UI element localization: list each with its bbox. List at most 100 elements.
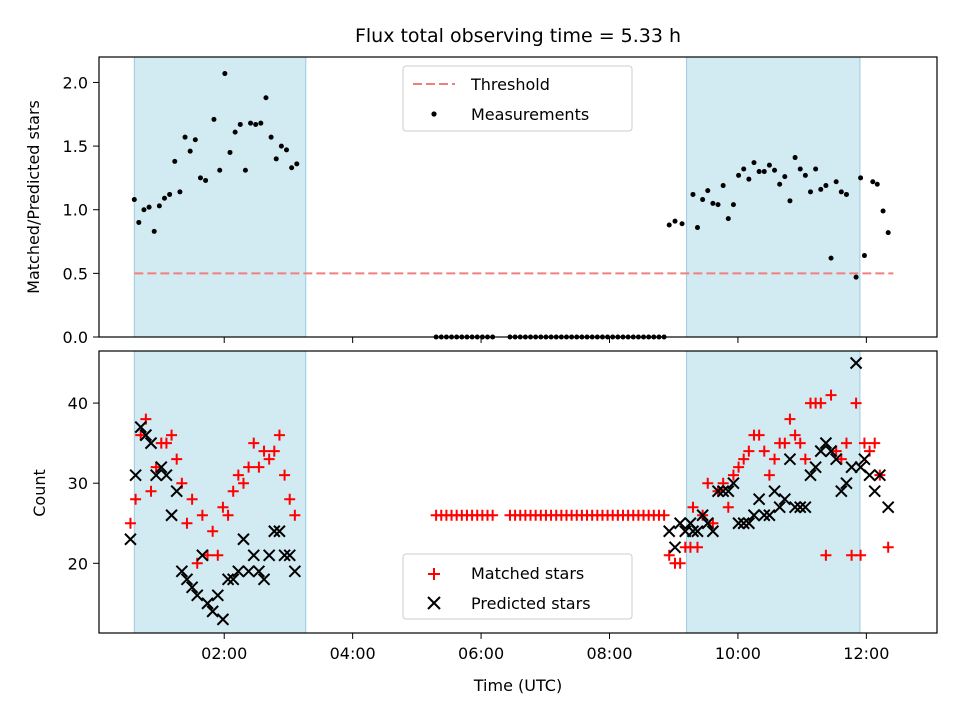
y-axis-label-count: Count — [30, 469, 49, 517]
data-point — [758, 509, 771, 522]
data-point — [145, 485, 157, 497]
data-point — [294, 161, 300, 167]
y-tick-label: 30 — [68, 474, 88, 493]
x-tick-label: 10:00 — [715, 644, 761, 663]
data-point — [258, 120, 264, 126]
data-point — [211, 589, 225, 602]
data-point — [248, 437, 260, 449]
chart-title: Flux total observing time = 5.33 h — [355, 25, 681, 47]
data-point — [248, 120, 254, 126]
data-point — [694, 225, 700, 231]
data-point — [829, 452, 843, 466]
count-panel-axes: 20 30 40 02:00 04:00 06:00 08:00 10:00 12:00 — [68, 350, 938, 663]
data-point — [663, 525, 676, 538]
data-point — [202, 549, 214, 561]
data-point — [797, 166, 803, 172]
x-axis-label: Time (UTC) — [473, 676, 562, 695]
data-point — [278, 549, 291, 562]
data-point — [885, 230, 891, 236]
data-point — [146, 204, 152, 210]
data-point — [813, 166, 819, 172]
data-point — [253, 461, 265, 473]
legend-matched-swatch — [428, 568, 440, 580]
data-point — [289, 509, 301, 521]
data-point — [268, 525, 281, 538]
data-point — [870, 179, 876, 185]
data-point — [268, 134, 274, 140]
data-point — [227, 149, 233, 155]
data-point — [747, 509, 761, 522]
data-point — [725, 216, 731, 222]
data-point — [873, 468, 887, 482]
data-point — [192, 137, 198, 143]
data-point — [788, 501, 802, 514]
data-point — [252, 565, 266, 578]
data-point — [227, 573, 240, 586]
data-point — [833, 179, 839, 185]
y-tick-label: 0.0 — [63, 328, 88, 347]
data-point — [835, 453, 847, 465]
legend-frame — [402, 553, 633, 620]
data-point — [273, 525, 286, 538]
data-point — [175, 565, 189, 578]
data-point — [263, 453, 275, 465]
data-point — [845, 460, 858, 474]
data-point — [172, 158, 178, 164]
data-point — [711, 484, 725, 498]
data-point — [211, 116, 217, 122]
data-point — [738, 453, 750, 465]
data-point — [758, 445, 770, 457]
y-axis-label-ratio: Matched/Predicted stars — [24, 100, 43, 294]
data-point — [134, 420, 147, 434]
data-point — [130, 493, 142, 505]
data-point — [814, 444, 827, 458]
data-point — [227, 485, 239, 497]
data-point — [732, 517, 745, 530]
data-point — [167, 191, 173, 197]
data-point — [160, 437, 172, 449]
data-point — [794, 501, 807, 514]
data-point — [150, 461, 162, 473]
data-point — [743, 445, 755, 457]
data-point — [858, 437, 870, 449]
data-point — [752, 493, 766, 506]
data-point — [799, 453, 811, 465]
data-point — [283, 549, 296, 562]
data-point — [197, 175, 203, 181]
data-point — [741, 166, 747, 172]
data-point — [874, 181, 880, 187]
data-point — [742, 517, 756, 530]
data-point — [715, 202, 721, 208]
legend-predicted-swatch — [427, 596, 441, 610]
data-point — [835, 484, 848, 498]
data-point — [217, 501, 229, 513]
y-tick-label: 20 — [68, 554, 88, 573]
data-point — [129, 468, 142, 482]
data-point — [139, 428, 153, 442]
data-point — [161, 195, 167, 201]
data-point — [156, 203, 162, 209]
data-point — [124, 533, 137, 546]
data-point — [794, 437, 806, 449]
data-point — [706, 525, 720, 538]
data-point — [705, 188, 711, 194]
data-point — [720, 183, 726, 189]
data-point — [863, 468, 876, 482]
data-point — [262, 549, 276, 562]
data-point — [221, 573, 235, 586]
data-point — [131, 197, 137, 203]
data-point — [201, 597, 214, 610]
data-point — [155, 460, 168, 474]
data-point — [284, 147, 290, 153]
data-point — [804, 468, 817, 482]
data-point — [882, 541, 894, 553]
data-point — [144, 436, 158, 450]
data-point — [828, 255, 834, 261]
data-point — [185, 581, 199, 594]
data-point — [237, 477, 249, 489]
data-point — [823, 183, 829, 189]
data-point — [253, 121, 259, 127]
legend-frame — [402, 65, 633, 132]
data-point — [849, 356, 863, 370]
data-point — [690, 191, 696, 197]
